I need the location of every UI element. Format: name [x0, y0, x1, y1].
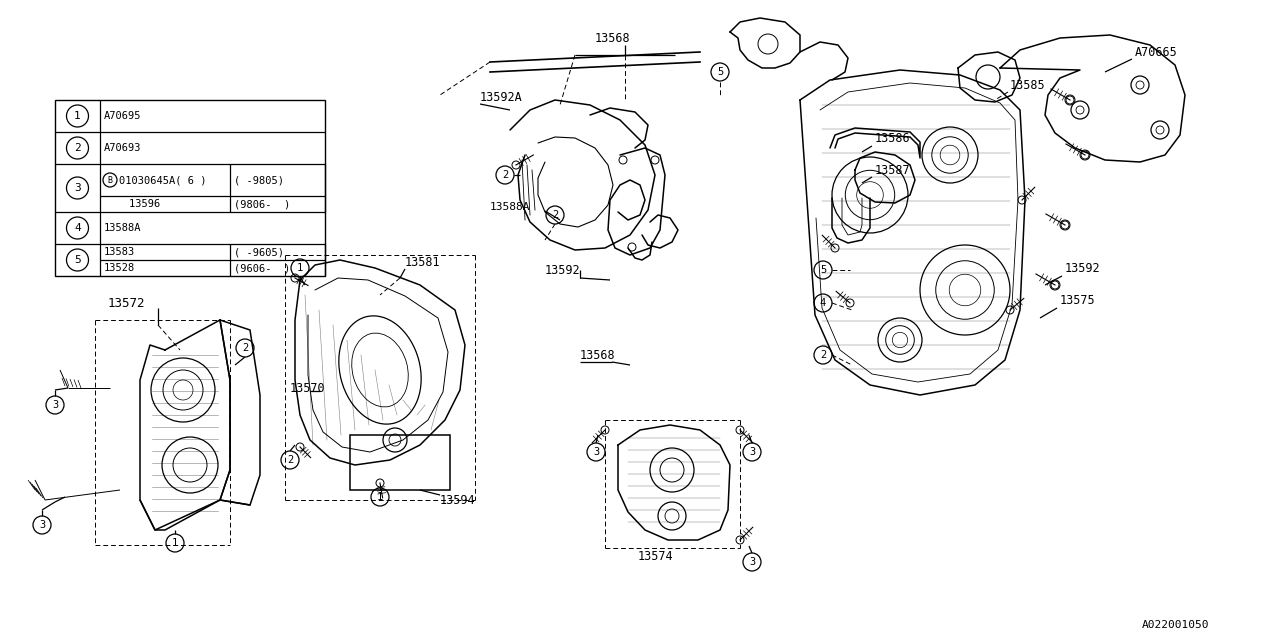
Text: 13588A: 13588A	[104, 223, 142, 233]
Text: 13581: 13581	[404, 255, 440, 269]
Text: 13574: 13574	[637, 550, 673, 563]
Text: 1: 1	[172, 538, 178, 548]
Text: 3: 3	[593, 447, 599, 457]
Text: 3: 3	[52, 400, 58, 410]
Text: ( -9605): ( -9605)	[234, 247, 284, 257]
Text: 1: 1	[297, 263, 303, 273]
Text: A022001050: A022001050	[1142, 620, 1210, 630]
Text: 2: 2	[820, 350, 826, 360]
Text: 13592: 13592	[545, 264, 581, 276]
Text: 2: 2	[242, 343, 248, 353]
Text: 13568: 13568	[580, 349, 616, 362]
Text: A70693: A70693	[104, 143, 142, 153]
Text: 13528: 13528	[104, 263, 136, 273]
Text: 3: 3	[749, 447, 755, 457]
Text: 13575: 13575	[1060, 294, 1096, 307]
Text: 2: 2	[552, 210, 558, 220]
Text: 2: 2	[502, 170, 508, 180]
Text: 13594: 13594	[440, 493, 476, 506]
Text: (9806-  ): (9806- )	[234, 199, 291, 209]
Text: 13588A: 13588A	[490, 202, 530, 212]
Text: 1: 1	[74, 111, 81, 121]
Text: 4: 4	[820, 298, 826, 308]
Text: 13570: 13570	[291, 381, 325, 394]
Text: 1: 1	[376, 492, 383, 502]
Text: ( -9805): ( -9805)	[234, 175, 284, 185]
Text: B: B	[108, 175, 113, 184]
Text: (9606-  ): (9606- )	[234, 263, 291, 273]
Text: 2: 2	[287, 455, 293, 465]
Text: 3: 3	[749, 557, 755, 567]
Bar	[349, 435, 451, 490]
Text: 13583: 13583	[104, 247, 136, 257]
Text: 3: 3	[38, 520, 45, 530]
Text: 13572: 13572	[108, 296, 146, 310]
Text: 2: 2	[74, 143, 81, 153]
Text: 13586: 13586	[876, 131, 910, 145]
Text: 13587: 13587	[876, 163, 910, 177]
Text: 13596: 13596	[104, 199, 160, 209]
Text: 5: 5	[820, 265, 826, 275]
Text: 01030645A( 6 ): 01030645A( 6 )	[119, 175, 206, 185]
Bar	[55, 100, 325, 276]
Text: A70665: A70665	[1135, 45, 1178, 58]
Text: 4: 4	[74, 223, 81, 233]
Text: 5: 5	[717, 67, 723, 77]
Text: 13592: 13592	[1065, 262, 1101, 275]
Text: 13585: 13585	[1010, 79, 1046, 92]
Text: A70695: A70695	[104, 111, 142, 121]
Text: 13568: 13568	[595, 31, 631, 45]
Text: 5: 5	[74, 255, 81, 265]
Text: 3: 3	[74, 183, 81, 193]
Text: 13592A: 13592A	[480, 90, 522, 104]
